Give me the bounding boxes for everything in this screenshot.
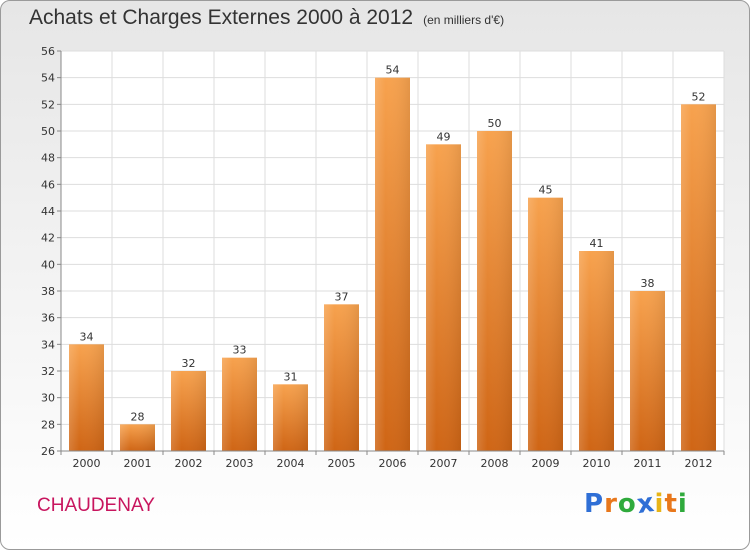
logo-letter: i [654,489,665,519]
axes: 26 28 30 32 34 36 38 40 42 44 46 48 50 52 54 56 2000 2001… [41,45,725,470]
bar-value-label: 45 [539,184,553,197]
y-tick-label: 26 [41,445,55,458]
bar-shine [324,304,359,451]
title-unit: (en milliers d'€) [423,13,505,27]
x-tick-label: 2012 [685,457,713,470]
y-tick-label: 46 [41,178,55,191]
logo-letter: o [617,489,637,519]
bar-value-label: 31 [284,370,298,383]
bar-shine [579,251,614,451]
y-tick-label: 28 [41,418,55,431]
x-tick-label: 2003 [226,457,254,470]
bar-value-label: 41 [590,237,604,250]
bar-value-label: 37 [335,290,349,303]
logo-letter: x [634,487,657,521]
y-tick-label: 40 [41,258,55,271]
x-tick-label: 2001 [124,457,152,470]
bar-shine [375,77,410,452]
proxiti-logo[interactable]: Proxiti [584,487,688,521]
x-tick-label: 2010 [583,457,611,470]
x-tick-label: 2006 [379,457,407,470]
bars: 34 28 32 33 31 37 54 49 50 45 41 38 52 [69,64,716,452]
bar-shine [630,291,665,451]
bar-shine [681,104,716,451]
y-tick-label: 54 [41,72,55,85]
bar-shine [171,371,206,451]
bar-value-label: 38 [641,277,655,290]
bar-value-label: 32 [182,357,196,370]
x-tick-label: 2009 [532,457,560,470]
logo-letter: r [604,489,618,519]
x-tick-label: 2008 [481,457,509,470]
bar-value-label: 54 [386,64,400,77]
bar-value-label: 50 [488,117,502,130]
y-tick-label: 56 [41,45,55,58]
bar-shine [477,131,512,451]
bar-shine [120,424,155,451]
bar-shine [426,144,461,452]
y-tick-label: 32 [41,365,55,378]
logo-letter: i [677,489,688,519]
x-tick-label: 2005 [328,457,356,470]
y-tick-label: 36 [41,312,55,325]
chart-title: Achats et Charges Externes 2000 à 2012 (e… [29,6,504,30]
bar-shine [273,384,308,451]
bar-value-label: 34 [80,330,94,343]
logo-letter: P [584,489,605,519]
bar-value-label: 28 [131,410,145,423]
logo-letter: t [664,489,678,519]
y-tick-label: 38 [41,285,55,298]
x-tick-label: 2007 [430,457,458,470]
y-tick-label: 30 [41,392,55,405]
x-tick-label: 2002 [175,457,203,470]
y-tick-label: 44 [41,205,55,218]
x-tick-label: 2004 [277,457,305,470]
y-tick-label: 42 [41,232,55,245]
y-tick-label: 50 [41,125,55,138]
bar-value-label: 49 [437,130,451,143]
x-tick-label: 2011 [634,457,662,470]
commune-name: CHAUDENAY [37,495,155,516]
bar-shine [222,357,257,451]
bar-value-label: 52 [692,90,706,103]
y-tick-label: 52 [41,98,55,111]
bar-value-label: 33 [233,344,247,357]
bar-shine [528,197,563,451]
x-tick-label: 2000 [73,457,101,470]
y-tick-label: 48 [41,152,55,165]
bar-shine [69,344,104,451]
y-tick-label: 34 [41,338,55,351]
title-main: Achats et Charges Externes 2000 à 2012 [29,6,414,29]
